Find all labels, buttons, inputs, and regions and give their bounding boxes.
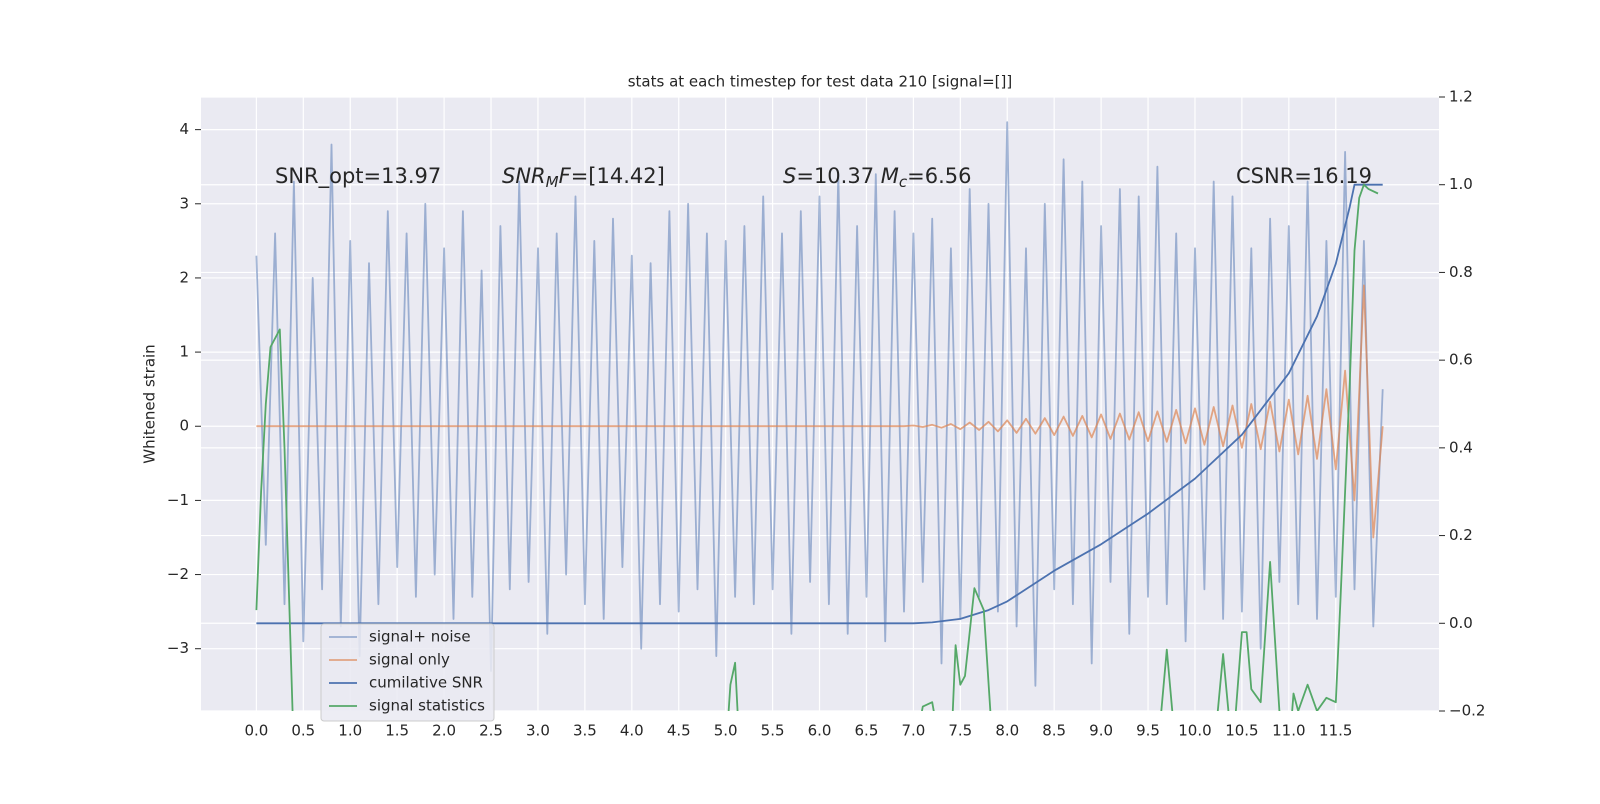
annotation-part: F [559,164,572,188]
legend-box [320,623,495,722]
x-tick-label: 10.0 [1178,722,1211,740]
y2-tick-label: 0.6 [1449,351,1473,369]
x-tick-label: 9.5 [1136,722,1160,740]
x-tick-label: 5.5 [761,722,785,740]
y-tick-label: 4 [179,120,189,138]
x-tick-label: 7.5 [948,722,972,740]
chart-title: stats at each timestep for test data 210… [628,73,1013,91]
annotation-part: c [899,173,908,191]
x-tick-label: 0.0 [244,722,268,740]
y2-tick-label: −0.2 [1449,702,1485,720]
x-tick-label: 6.5 [855,722,879,740]
y-tick-label: 3 [179,194,189,212]
x-tick-label: 0.5 [291,722,315,740]
series-line [255,183,1379,711]
annotation: SNRMF=[14.42] [502,164,665,191]
x-tick-label: 11.5 [1319,722,1352,740]
x-tick-label: 4.5 [667,722,691,740]
x-tick-label: 6.0 [808,722,832,740]
x-tick-label: 1.5 [385,722,409,740]
x-tick-label: 11.0 [1272,722,1305,740]
x-tick-label: 4.0 [620,722,644,740]
y2-tick-label: 0.2 [1449,526,1473,544]
x-tick-label: 2.0 [432,722,456,740]
legend-label: cumilative SNR [369,674,483,692]
series-line [255,121,1384,687]
y-tick-label: 2 [179,268,189,286]
x-tick-label: 1.0 [338,722,362,740]
legend-label: signal only [369,651,450,669]
x-tick-label: 8.0 [995,722,1019,740]
x-tick-label: 2.5 [479,722,503,740]
series-line [256,284,1384,539]
annotation: SNR_opt=13.97 [275,164,441,189]
x-tick-label: 10.5 [1225,722,1258,740]
x-tick-label: 3.5 [573,722,597,740]
x-tick-label: 3.0 [526,722,550,740]
annotation-part: =10.37 [796,164,880,188]
annotation-part: =[14.42] [571,164,665,188]
y-tick-label: −1 [167,491,189,509]
legend-label: signal+ noise [369,628,471,646]
y-tick-label: −3 [167,639,189,657]
y2-tick-label: 1.0 [1449,175,1473,193]
x-tick-label: 7.0 [901,722,925,740]
annotation: CSNR=16.19 [1236,164,1372,188]
y2-tick-label: 1.2 [1449,88,1473,106]
y2-tick-label: 0.4 [1449,438,1473,456]
annotation-part: S [783,164,796,188]
annotation-part: SNR [502,164,546,188]
y-tick-label: 1 [179,343,189,361]
y-tick-label: −2 [167,565,189,583]
x-tick-label: 8.5 [1042,722,1066,740]
legend-label: signal statistics [369,697,485,715]
y-axis-label: Whitened strain [141,344,159,463]
x-tick-label: 5.0 [714,722,738,740]
annotation-part: M [881,164,899,188]
y2-tick-label: 0.0 [1449,614,1473,632]
y-tick-label: 0 [179,417,189,435]
annotation: S=10.37 Mc=6.56 [783,164,971,191]
annotation-part: =6.56 [907,164,971,188]
series-line [256,183,1383,625]
x-tick-label: 9.0 [1089,722,1113,740]
annotation-part: M [546,173,559,191]
series-layer [255,121,1384,711]
y2-tick-label: 0.8 [1449,263,1473,281]
